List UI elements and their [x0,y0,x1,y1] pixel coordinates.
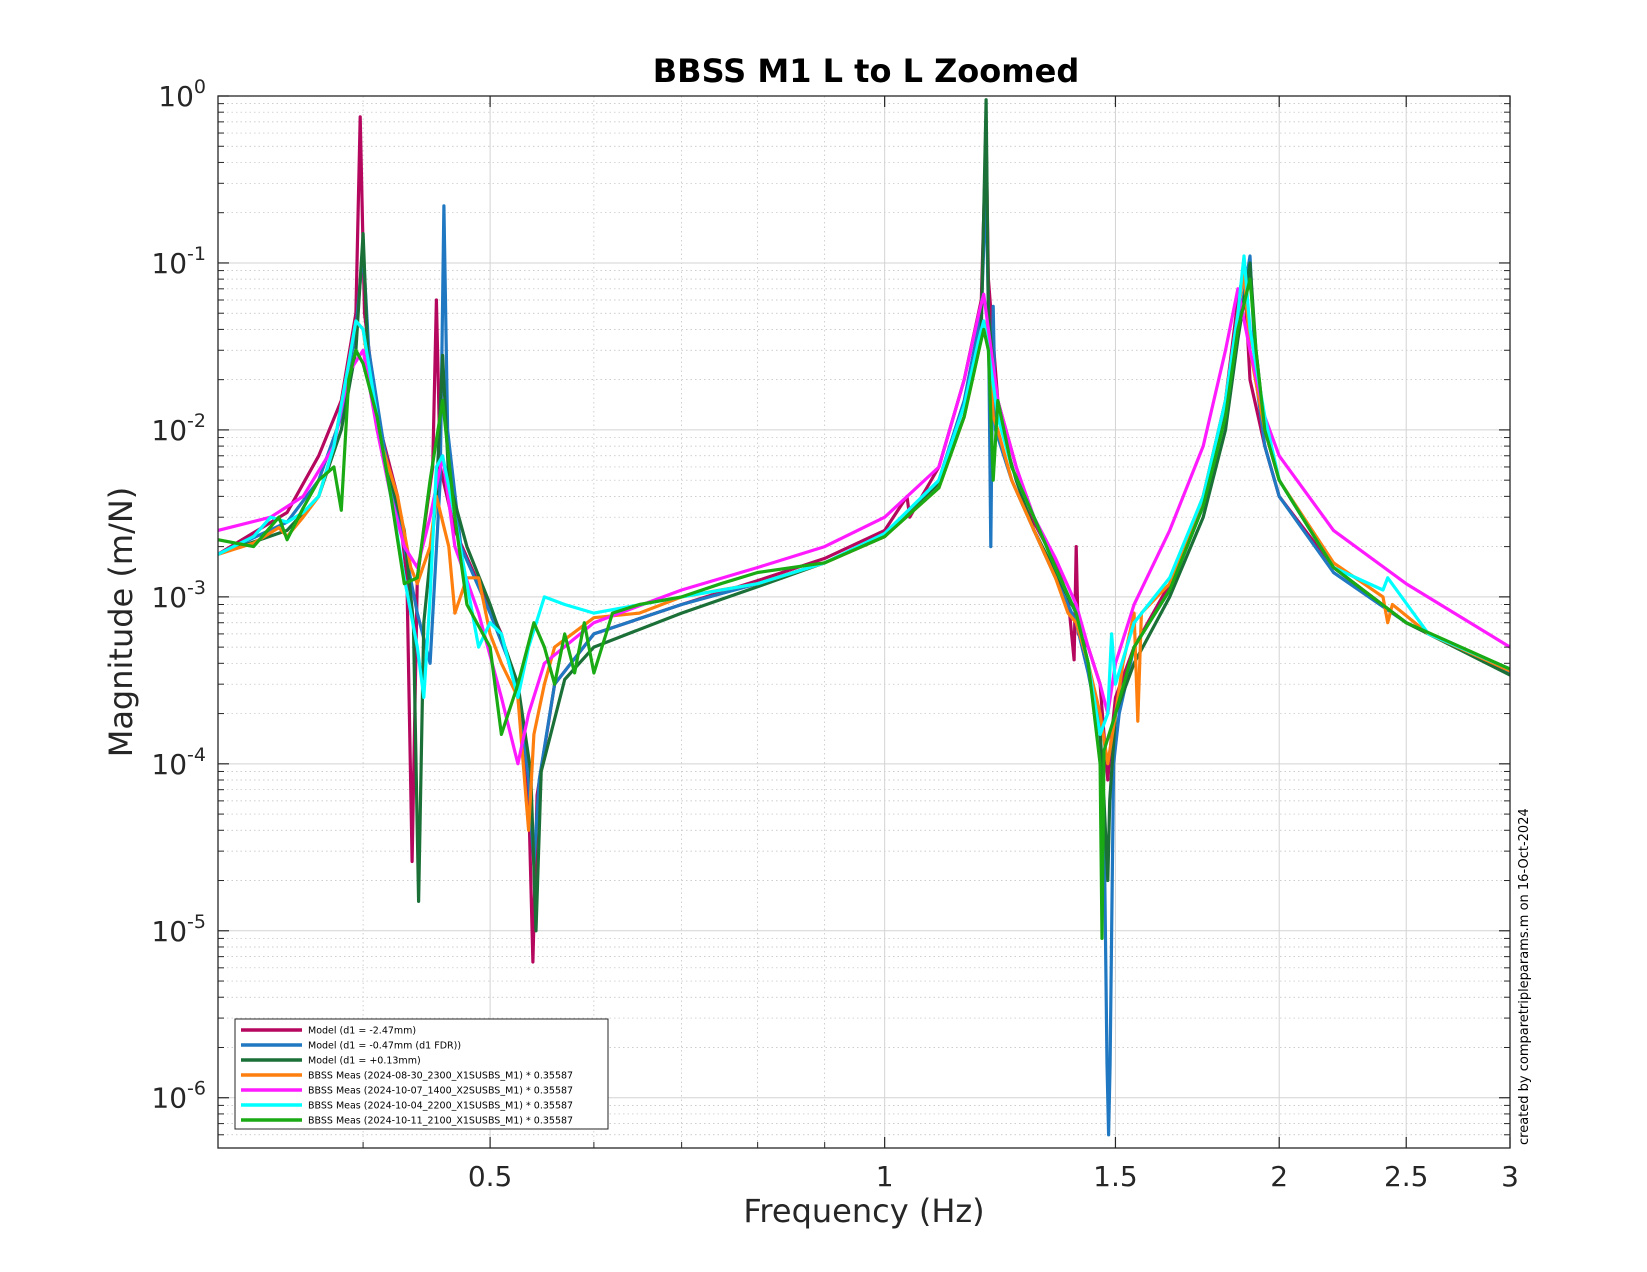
legend-label-4: BBSS Meas (2024-08-30_2300_X1SUSBS_M1) *… [308,1071,573,1082]
series-line-7 [218,277,1510,940]
plot-area [217,95,1511,1149]
x-tick-label: 2 [1270,1160,1288,1193]
legend-label-6: BBSS Meas (2024-10-04_2200_X1SUSBS_M1) *… [308,1101,573,1112]
legend: Model (d1 = -2.47mm) Model (d1 = -0.47mm … [234,1018,609,1130]
x-tick-label: 2.5 [1384,1160,1429,1193]
x-axis-label: Frequency (Hz) [743,1192,984,1230]
y-tick-label: 10-3 [151,577,206,614]
legend-label-5: BBSS Meas (2024-10-07_1400_X2SUSBS_M1) *… [308,1086,573,1097]
x-tick-label: 1 [876,1160,894,1193]
y-tick-label: 10-2 [151,410,206,447]
y-tick-label: 10-1 [151,243,206,280]
x-tick-label: 0.5 [468,1160,513,1193]
plot-frame [217,95,1511,1149]
axis-ticks [218,95,1511,1149]
y-tick-labels: 10-6 10-5 10-4 10-3 10-2 10-1 100 [151,76,206,1115]
legend-label-1: Model (d1 = -2.47mm) [308,1026,416,1037]
y-tick-label: 10-5 [151,911,206,948]
series-line-5 [218,287,1510,766]
chart-title: BBSS M1 L to L Zoomed [653,52,1079,90]
y-tick-label: 10-4 [151,744,206,781]
y-axis-label: Magnitude (m/N) [102,487,140,758]
legend-label-7: BBSS Meas (2024-10-11_2100_X1SUSBS_M1) *… [308,1116,573,1127]
x-tick-label: 3 [1501,1160,1519,1193]
legend-label-3: Model (d1 = +0.13mm) [308,1056,421,1067]
legend-label-2: Model (d1 = -0.47mm (d1 FDR)) [308,1041,461,1052]
x-tick-label: 1.5 [1093,1160,1138,1193]
series-layer [218,98,1510,1137]
credit-annotation: created by comparetripleparams.m on 16-O… [1517,808,1532,1145]
minor-grid [218,96,1510,1149]
y-tick-label: 100 [158,76,206,113]
x-tick-labels: 0.5 1 1.5 2 2.5 3 [468,1160,1519,1193]
y-tick-label: 10-6 [151,1078,206,1115]
